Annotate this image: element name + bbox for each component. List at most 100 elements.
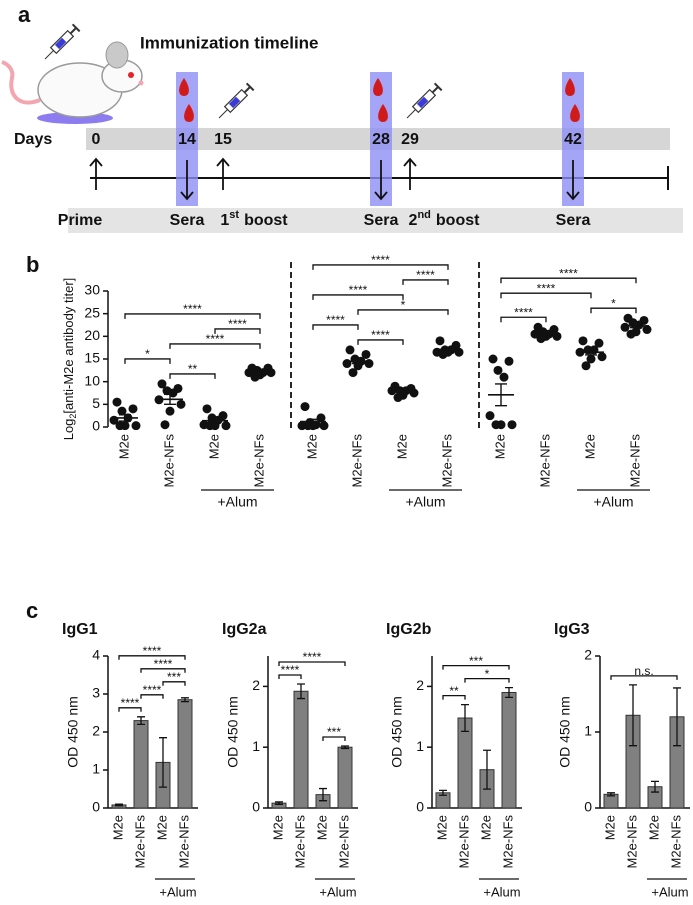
y-tick-label: 1 (92, 761, 100, 777)
data-point (364, 359, 374, 369)
group-label: +Alum (651, 884, 688, 899)
significance-bracket (124, 313, 261, 319)
y-tick-label: 30 (84, 282, 100, 298)
data-point (507, 420, 517, 430)
significance-bracket (312, 264, 449, 270)
significance-bracket (118, 707, 142, 712)
day-label: 28 (372, 131, 390, 148)
x-tick-label: M2e (434, 815, 449, 840)
syringe-plunger (245, 82, 255, 92)
arrow-head (403, 157, 417, 167)
significance-label: **** (121, 696, 140, 710)
significance-label: **** (143, 644, 162, 658)
significance-bracket (278, 661, 346, 666)
bar (293, 690, 309, 809)
event-label: Sera (556, 212, 591, 229)
data-point (581, 361, 591, 371)
event-bar (68, 208, 683, 233)
blood-drop (378, 104, 388, 122)
significance-bracket (357, 309, 449, 315)
x-tick-label: M2e-NFs (668, 815, 683, 869)
y-tick-label: 2 (584, 647, 592, 663)
event-label: 1st boost (220, 209, 288, 229)
data-point (342, 359, 352, 369)
significance-label: **** (371, 253, 390, 267)
significance-label: *** (327, 725, 341, 739)
error-bar (159, 737, 167, 788)
data-point (594, 338, 604, 348)
significance-label: * (611, 296, 616, 310)
y-tick-label: 0 (92, 418, 100, 434)
blood-drop (184, 104, 194, 122)
day-label: 14 (178, 131, 196, 148)
x-tick-label: M2e-NFs (627, 434, 642, 488)
x-tick-label: M2e-NFs (537, 434, 552, 488)
x-tick-label: M2e-NFs (439, 434, 454, 488)
event-ordinal: 2 (409, 212, 418, 229)
y-tick-label: 2 (416, 677, 424, 693)
significance-bracket (322, 736, 346, 741)
x-tick-label: M2e-NFs (251, 434, 266, 488)
error-bar (209, 417, 221, 424)
significance-bracket (357, 339, 404, 345)
data-point (165, 406, 175, 416)
event-text: Sera (556, 212, 591, 229)
blood-drop (565, 78, 575, 96)
timeline-title: Immunization timeline (140, 33, 319, 52)
event-ordinal-suffix: st (229, 209, 239, 221)
error-bar (119, 414, 131, 422)
y-tick-label: 0 (252, 799, 260, 815)
syringe-plunger (71, 23, 81, 33)
significance-bracket (500, 277, 637, 284)
error-bar (137, 716, 145, 726)
x-tick-label: M2e (116, 434, 131, 459)
x-tick-label: M2e (394, 434, 409, 459)
y-tick-label: 20 (84, 327, 100, 343)
significance-label: **** (349, 283, 368, 297)
event-label: Sera (170, 212, 205, 229)
data-point (626, 329, 636, 339)
data-point (168, 388, 178, 398)
data-point (117, 406, 127, 416)
arrow-head (374, 191, 388, 201)
event-text: boost (244, 212, 288, 229)
data-point (131, 421, 141, 431)
day-label: 42 (564, 131, 582, 148)
syringe-plunger (431, 86, 439, 94)
error-bar (585, 348, 597, 356)
error-bar (651, 780, 659, 793)
data-point (597, 352, 607, 362)
significance-label: **** (206, 332, 225, 346)
y-tick-label: 0 (584, 799, 592, 815)
significance-bracket (500, 316, 547, 323)
mouse-nose (138, 80, 144, 86)
x-tick-label: M2e (478, 815, 493, 840)
event-text: Sera (170, 212, 205, 229)
significance-bracket (169, 343, 261, 349)
error-bar (442, 346, 454, 352)
significance-label: ** (188, 362, 198, 376)
syringe-icon (218, 82, 255, 119)
x-tick-label: M2e (270, 815, 285, 840)
error-bar (164, 393, 176, 406)
error-bar (505, 686, 513, 698)
event-label: Sera (364, 212, 399, 229)
day-label: 15 (214, 131, 232, 148)
arrow-head (89, 157, 103, 167)
x-tick-label: M2e (110, 815, 125, 840)
syringe-needle (44, 50, 54, 60)
data-point (387, 386, 397, 396)
group-label: +Alum (159, 884, 196, 899)
x-tick-label: M2e-NFs (624, 815, 639, 869)
significance-label: **** (143, 683, 162, 697)
panel-label: c (26, 598, 38, 623)
y-axis-label: OD 450 nm (557, 696, 573, 768)
bar (177, 699, 193, 809)
data-point (115, 421, 125, 431)
data-point (303, 421, 313, 431)
significance-label: * (485, 667, 490, 681)
day-label: 29 (401, 131, 419, 148)
bar (337, 746, 353, 809)
event-text: Sera (364, 212, 399, 229)
x-tick-label: M2e-NFs (336, 815, 351, 869)
